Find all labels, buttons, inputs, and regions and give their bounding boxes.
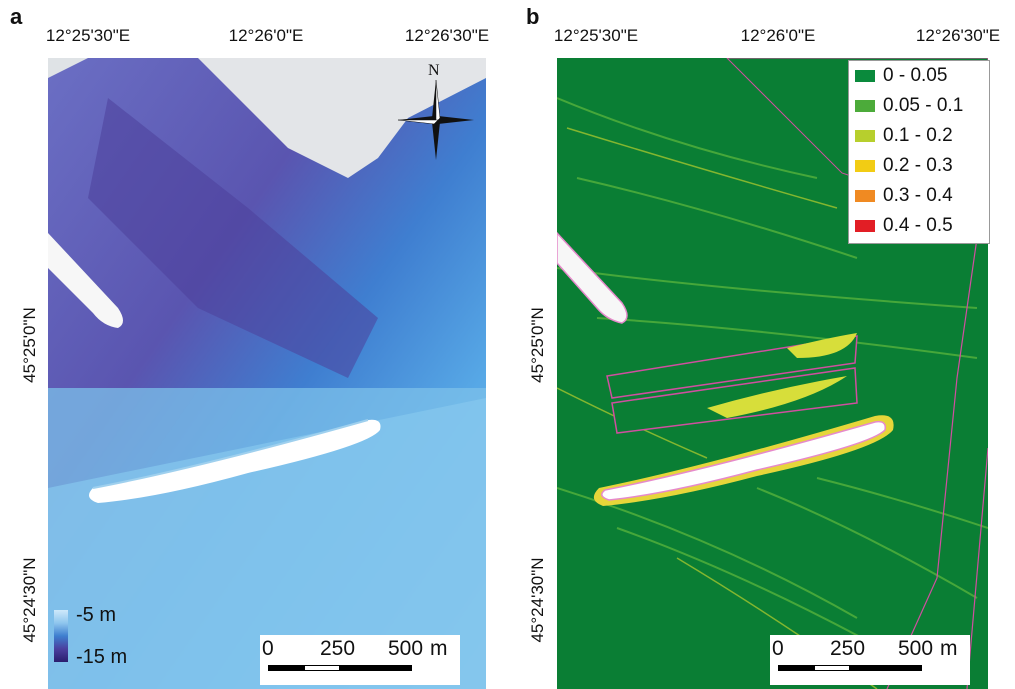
bathymetry-map-graphic	[48, 58, 486, 689]
lat-label-b-2: 45°24'30"N	[528, 557, 547, 643]
legend-swatch-4	[855, 160, 875, 172]
scale-a-unit: m	[430, 637, 448, 660]
scale-a-zero: 0	[262, 637, 274, 660]
legend-label-2: 0.05 - 0.1	[883, 95, 964, 116]
scale-bar-a: 0 250 500 m	[260, 635, 460, 685]
legend-label-4: 0.2 - 0.3	[883, 155, 953, 176]
legend-item-4: 0.2 - 0.3	[855, 155, 953, 177]
legend-swatch-1	[855, 70, 875, 82]
legend-swatch-5	[855, 190, 875, 202]
legend-label-5: 0.3 - 0.4	[883, 185, 953, 206]
scale-b-zero: 0	[772, 637, 784, 660]
depth-gradient-bar	[54, 610, 68, 662]
compass-rose-icon: N	[396, 62, 476, 162]
scale-a-end: 500	[388, 637, 424, 660]
lon-label-b-1: 12°25'30"E	[553, 26, 639, 45]
legend-label-1: 0 - 0.05	[883, 65, 948, 86]
lon-label-b-2: 12°26'0"E	[740, 26, 816, 45]
scale-bar-b: 0 250 500 m	[770, 635, 970, 685]
legend-swatch-3	[855, 130, 875, 142]
bathymetry-map	[48, 58, 486, 689]
legend-label-3: 0.1 - 0.2	[883, 125, 953, 146]
panel-label-b: b	[526, 4, 540, 29]
depth-legend-top: -5 m	[76, 604, 116, 626]
legend-swatch-2	[855, 100, 875, 112]
lat-label-a-1: 45°25'0"N	[20, 307, 39, 383]
legend-swatch-6	[855, 220, 875, 232]
legend-label-6: 0.4 - 0.5	[883, 215, 953, 236]
scale-a-mid: 250	[320, 637, 356, 660]
scale-a-seg2	[304, 665, 340, 671]
lat-label-a-2: 45°24'30"N	[20, 557, 39, 643]
legend-item-5: 0.3 - 0.4	[855, 185, 953, 207]
scale-a-seg3	[340, 665, 412, 671]
scale-b-end: 500	[898, 637, 934, 660]
scale-a-seg1	[268, 665, 304, 671]
legend-item-6: 0.4 - 0.5	[855, 215, 953, 237]
lon-label-a-1: 12°25'30"E	[45, 26, 131, 45]
lat-label-b-1: 45°25'0"N	[528, 307, 547, 383]
scale-b-seg3	[850, 665, 922, 671]
legend-item-3: 0.1 - 0.2	[855, 125, 953, 147]
scale-b-seg2	[814, 665, 850, 671]
scale-b-unit: m	[940, 637, 958, 660]
scale-b-seg1	[778, 665, 814, 671]
panel-label-a: a	[10, 4, 23, 29]
legend-item-1: 0 - 0.05	[855, 65, 947, 87]
lon-label-a-2: 12°26'0"E	[228, 26, 304, 45]
class-legend: 0 - 0.05 0.05 - 0.1 0.1 - 0.2 0.2 - 0.3 …	[848, 60, 990, 244]
scale-b-mid: 250	[830, 637, 866, 660]
north-label: N	[428, 62, 440, 79]
lon-label-b-3: 12°26'30"E	[915, 26, 1001, 45]
depth-legend-bottom: -15 m	[76, 646, 128, 668]
legend-item-2: 0.05 - 0.1	[855, 95, 963, 117]
lon-label-a-3: 12°26'30"E	[404, 26, 490, 45]
